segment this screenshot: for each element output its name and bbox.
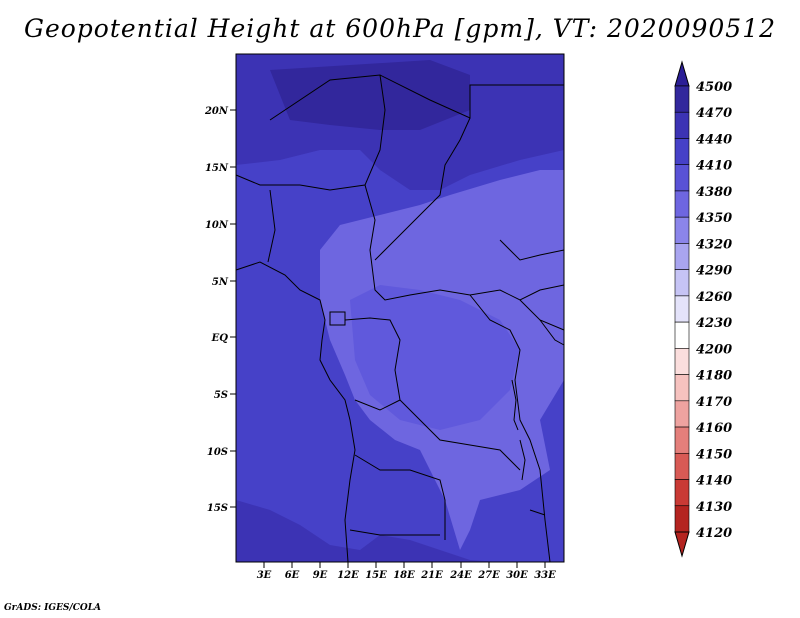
colorbar-label: 4170 (696, 395, 732, 410)
lat-tick-label: 20N (204, 106, 229, 117)
colorbar-bottom-arrow (674, 531, 690, 558)
colorbar-label: 4410 (696, 159, 732, 174)
colorbar-swatch (674, 85, 690, 113)
colorbar-swatch (674, 295, 690, 323)
colorbar-label: 4130 (696, 500, 732, 515)
credit-text: GrADS: IGES/COLA (4, 603, 102, 613)
field-high-south (236, 500, 500, 562)
colorbar-label: 4380 (696, 185, 732, 200)
field-highest-north (270, 60, 470, 130)
colorbar-label: 4180 (696, 369, 732, 384)
colorbar-swatch (674, 243, 690, 270)
lat-tick-label: EQ (211, 333, 229, 344)
colorbar-label: 4140 (696, 474, 732, 489)
colorbar-swatch (674, 505, 690, 533)
lon-tick-label: 30E (506, 570, 528, 581)
colorbar-label: 4260 (696, 290, 732, 305)
colorbar-swatch (674, 111, 690, 139)
colorbar-label: 4230 (696, 316, 732, 331)
lat-tick-label: 5N (212, 277, 229, 288)
colorbar-label: 4440 (696, 132, 732, 147)
colorbar-label: 4200 (696, 342, 732, 357)
colorbar-swatch (674, 138, 690, 166)
colorbar-label: 4120 (696, 526, 732, 541)
colorbar: 4500 4470 4440 4410 4380 4350 4320 4290 4260 4230… (674, 60, 732, 558)
lat-tick-label: 5S (214, 390, 228, 401)
lat-tick-label: 15S (207, 503, 228, 514)
colorbar-swatch (674, 374, 690, 402)
colorbar-label: 4160 (696, 421, 732, 436)
chart-title: Geopotential Height at 600hPa [gpm], VT:… (23, 14, 777, 43)
field-central-lowest (350, 285, 520, 430)
colorbar-swatch (674, 269, 690, 297)
map-panel (235, 53, 565, 563)
colorbar-swatch (674, 348, 690, 375)
lon-axis: 3E 6E 9E 12E 15E 18E 21E 24E 27E 30E 33E (257, 562, 556, 581)
lon-tick-label: 27E (477, 570, 500, 581)
colorbar-swatch (674, 426, 690, 454)
lat-tick-label: 10S (207, 447, 228, 458)
lat-tick-label: 15N (205, 163, 229, 174)
lon-tick-label: 33E (534, 570, 556, 581)
colorbar-swatch (674, 321, 690, 349)
colorbar-swatch (674, 164, 690, 192)
country-borders (235, 74, 565, 563)
colorbar-swatch (674, 400, 690, 428)
lakes (511, 379, 546, 516)
lon-tick-label: 24E (449, 570, 472, 581)
lon-tick-label: 9E (313, 570, 328, 581)
lon-tick-label: 3E (257, 570, 272, 581)
lon-tick-label: 18E (393, 570, 415, 581)
colorbar-swatch (674, 479, 690, 507)
colorbar-swatch (674, 190, 690, 218)
colorbar-swatch (674, 452, 690, 480)
lon-tick-label: 12E (337, 570, 359, 581)
colorbar-label: 4290 (696, 264, 732, 279)
lon-tick-label: 6E (285, 570, 300, 581)
colorbar-label: 4470 (696, 106, 732, 121)
lon-tick-label: 15E (365, 570, 387, 581)
colorbar-label: 4350 (696, 211, 732, 226)
map-frame (235, 53, 565, 563)
lat-tick-label: 10N (205, 220, 229, 231)
lon-tick-label: 21E (420, 570, 443, 581)
colorbar-top-arrow (674, 60, 690, 87)
colorbar-swatch (674, 216, 690, 244)
lat-axis: 20N 15N 10N 5N EQ 5S 10S 15S (204, 106, 236, 514)
colorbar-label: 4150 (696, 447, 732, 462)
colorbar-label: 4500 (696, 80, 732, 95)
colorbar-label: 4320 (696, 237, 732, 252)
